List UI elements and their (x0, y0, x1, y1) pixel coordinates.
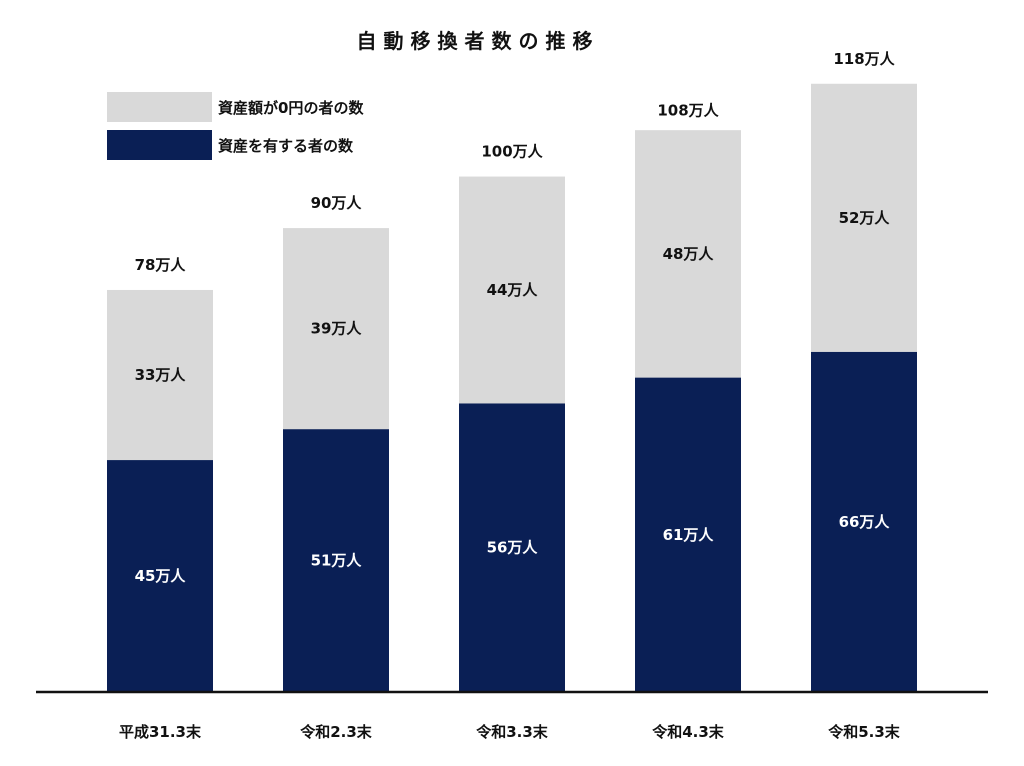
x-tick-label: 令和2.3末 (300, 723, 373, 741)
bar-segment-with-assets (107, 460, 213, 692)
x-tick-label: 令和5.3末 (828, 723, 901, 741)
segment-value-label: 45万人 (135, 567, 187, 585)
legend: 資産額が0円の者の数 資産を有する者の数 (107, 92, 364, 160)
bar-segment-with-assets (635, 377, 741, 692)
segment-value-label: 61万人 (663, 526, 715, 544)
segment-value-label: 48万人 (663, 245, 715, 263)
legend-swatch-zero-balance (107, 92, 212, 122)
bar-segment-zero-balance (283, 228, 389, 430)
segment-value-label: 66万人 (839, 513, 891, 531)
bar-segment-with-assets (459, 403, 565, 692)
total-value-label: 118万人 (833, 50, 895, 68)
segment-value-label: 33万人 (135, 366, 187, 384)
total-value-label: 78万人 (135, 256, 187, 274)
legend-label-with-assets: 資産を有する者の数 (218, 137, 354, 155)
bars-group (107, 83, 917, 692)
legend-label-zero-balance: 資産額が0円の者の数 (218, 99, 364, 117)
bar-segment-zero-balance (635, 130, 741, 378)
segment-value-label: 52万人 (839, 209, 891, 227)
bar-segment-zero-balance (459, 176, 565, 404)
total-value-label: 90万人 (311, 194, 363, 212)
total-value-label: 100万人 (481, 143, 543, 161)
bar-segment-zero-balance (811, 83, 917, 352)
bar-segment-zero-balance (107, 289, 213, 461)
chart-title: 自動移換者数の推移 (357, 29, 600, 53)
bar-segment-with-assets (283, 429, 389, 692)
x-tick-label: 令和3.3末 (476, 723, 549, 741)
x-axis-ticks: 平成31.3末 令和2.3末 令和3.3末 令和4.3末 令和5.3末 (119, 723, 901, 741)
legend-swatch-with-assets (107, 130, 212, 160)
x-tick-label: 平成31.3末 (119, 723, 202, 741)
segment-value-label: 56万人 (487, 539, 539, 557)
total-value-label: 108万人 (657, 101, 719, 119)
bar-segment-with-assets (811, 351, 917, 692)
segment-value-label: 44万人 (487, 281, 539, 299)
segment-value-label: 39万人 (311, 320, 363, 338)
x-tick-label: 令和4.3末 (652, 723, 725, 741)
segment-value-label: 51万人 (311, 552, 363, 570)
data-labels-group: 45万人 33万人 78万人 51万人 39万人 90万人 56万人 44万人 100万人 61万… (135, 50, 896, 585)
